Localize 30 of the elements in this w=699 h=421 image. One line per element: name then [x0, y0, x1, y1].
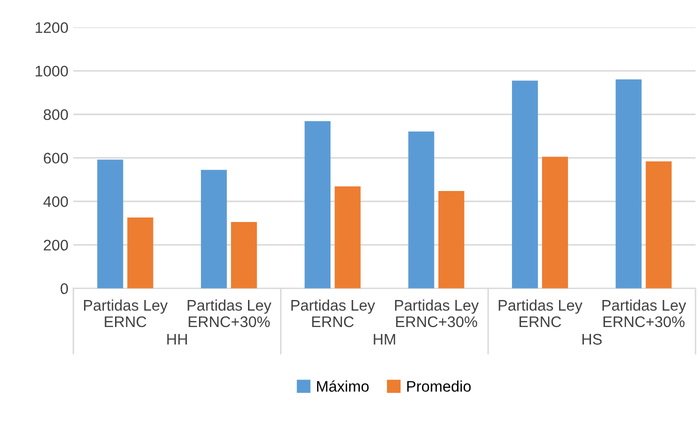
- y-tick-label: 400: [43, 196, 68, 208]
- bar: [97, 160, 124, 288]
- x-tick-label: Partidas Ley ERNC: [498, 299, 582, 328]
- legend-label: Promedio: [407, 380, 471, 392]
- x-tick-label: Partidas Ley ERNC+30%: [602, 299, 686, 328]
- bar: [438, 190, 464, 288]
- y-tick-label: 800: [44, 109, 68, 120]
- text: HS: [582, 334, 602, 345]
- bar: [334, 186, 361, 288]
- bar: [304, 121, 331, 288]
- bar: [512, 80, 538, 288]
- x-tick-label: Partidas Ley ERNC+30%: [395, 299, 479, 328]
- bar: [616, 79, 642, 288]
- y-tick-label: 1200: [36, 22, 68, 34]
- x-tick-label: Partidas Ley ERNC+30%: [188, 299, 272, 328]
- y-tick-label: 1000: [36, 66, 68, 77]
- y-tick-label: 200: [44, 240, 68, 251]
- text: HM: [374, 334, 396, 345]
- bar: [646, 161, 672, 288]
- bar: [408, 132, 434, 288]
- y-tick-label: 600: [44, 152, 68, 164]
- x-tick-label: Partidas Ley ERNC: [84, 299, 168, 328]
- x-tick-label: Partidas Ley ERNC: [291, 299, 376, 328]
- bar: [127, 217, 154, 288]
- bar: [230, 222, 257, 288]
- text: HH: [167, 334, 187, 345]
- legend-label: Máximo: [317, 380, 369, 392]
- bar: [542, 156, 568, 288]
- bar: [200, 170, 227, 288]
- y-tick-label: 0: [60, 283, 68, 294]
